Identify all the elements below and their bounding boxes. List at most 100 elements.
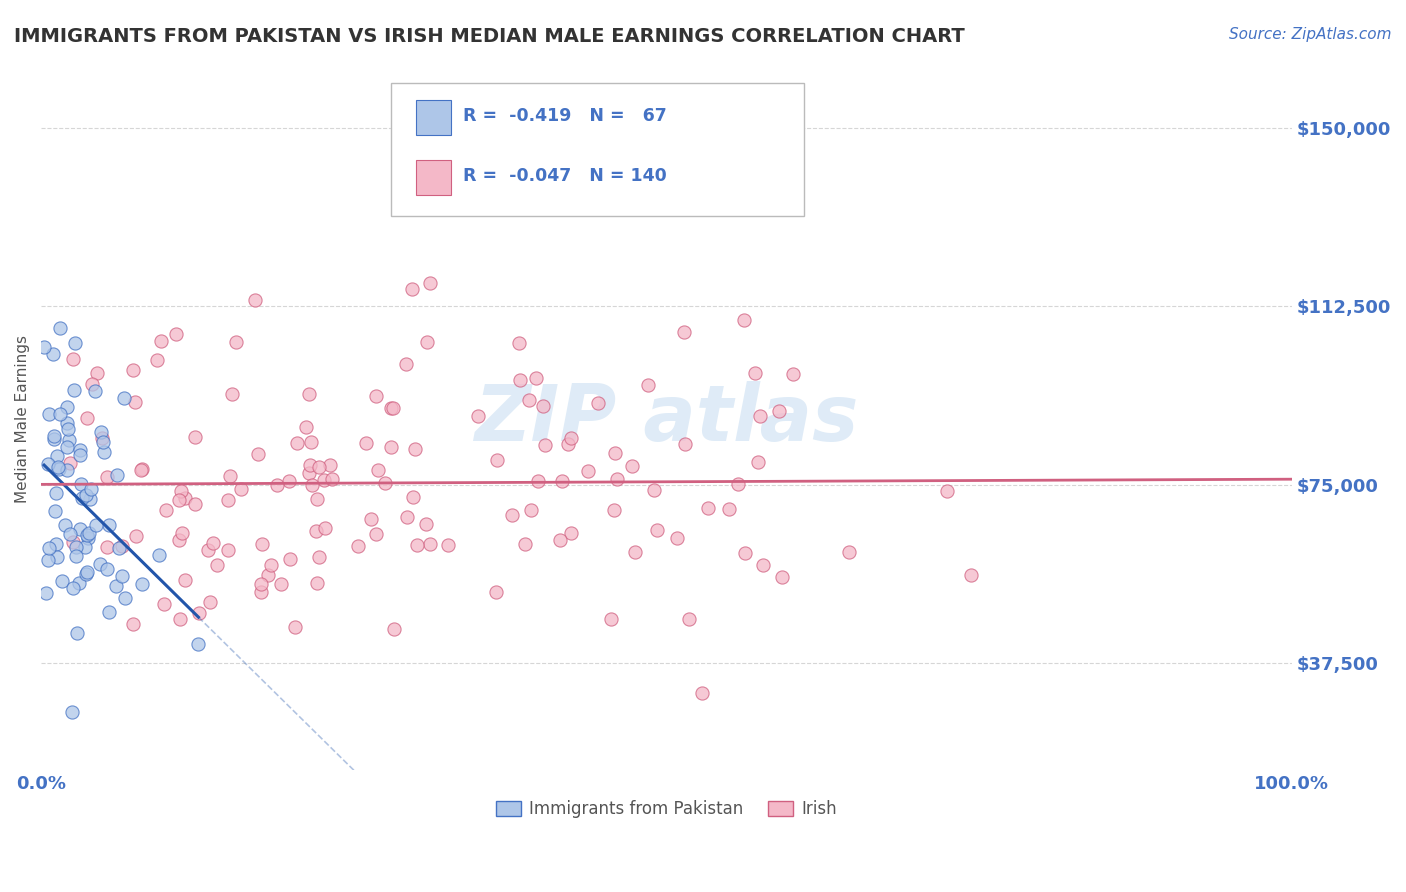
Immigrants from Pakistan	[34, 586, 56, 600]
Irish	[76, 411, 98, 425]
Immigrants from Pakistan	[56, 422, 79, 436]
Irish	[747, 455, 769, 469]
Irish	[717, 502, 740, 516]
Immigrants from Pakistan	[56, 417, 79, 431]
Irish	[62, 351, 84, 366]
Irish	[146, 352, 169, 367]
Irish	[243, 293, 266, 307]
Immigrants from Pakistan	[46, 460, 69, 475]
Irish	[395, 510, 418, 524]
Irish	[935, 483, 957, 498]
Irish	[153, 597, 176, 611]
Irish	[374, 475, 396, 490]
Irish	[314, 473, 336, 487]
Immigrants from Pakistan	[58, 433, 80, 447]
Immigrants from Pakistan	[80, 483, 103, 497]
Immigrants from Pakistan	[46, 449, 69, 463]
Irish	[576, 464, 599, 478]
Immigrants from Pakistan	[131, 576, 153, 591]
Irish	[508, 336, 530, 351]
Irish	[173, 574, 195, 588]
Irish	[402, 490, 425, 504]
Irish	[197, 542, 219, 557]
Irish	[298, 458, 321, 472]
Irish	[167, 533, 190, 547]
Irish	[606, 472, 628, 486]
Bar	[416, 160, 451, 194]
Irish	[301, 477, 323, 491]
Irish	[415, 516, 437, 531]
Bar	[416, 100, 451, 136]
Immigrants from Pakistan	[187, 637, 209, 651]
Irish	[277, 474, 299, 488]
Immigrants from Pakistan	[59, 526, 82, 541]
Irish	[96, 470, 118, 484]
Immigrants from Pakistan	[62, 705, 84, 719]
Immigrants from Pakistan	[75, 488, 97, 502]
Immigrants from Pakistan	[90, 425, 112, 440]
Immigrants from Pakistan	[38, 541, 60, 555]
Immigrants from Pakistan	[148, 548, 170, 562]
Irish	[270, 577, 292, 591]
Immigrants from Pakistan	[38, 408, 60, 422]
Irish	[218, 468, 240, 483]
Immigrants from Pakistan	[105, 579, 128, 593]
Text: R =  -0.047   N = 140: R = -0.047 N = 140	[463, 167, 666, 185]
FancyBboxPatch shape	[391, 83, 804, 216]
Irish	[129, 463, 152, 477]
Immigrants from Pakistan	[53, 518, 76, 533]
Immigrants from Pakistan	[75, 566, 97, 581]
Irish	[727, 477, 749, 491]
Irish	[249, 585, 271, 599]
Irish	[603, 503, 626, 517]
Immigrants from Pakistan	[77, 526, 100, 541]
Text: R =  -0.419   N =   67: R = -0.419 N = 67	[463, 107, 666, 125]
Irish	[548, 533, 571, 547]
Irish	[605, 445, 627, 459]
Irish	[770, 570, 793, 584]
Irish	[266, 478, 288, 492]
Irish	[419, 277, 441, 291]
Irish	[170, 526, 193, 541]
Immigrants from Pakistan	[56, 441, 79, 455]
Irish	[169, 493, 191, 508]
Immigrants from Pakistan	[69, 448, 91, 462]
Irish	[217, 492, 239, 507]
Irish	[295, 420, 318, 434]
Irish	[125, 529, 148, 543]
Immigrants from Pakistan	[42, 432, 65, 446]
Irish	[673, 437, 696, 451]
Irish	[280, 552, 302, 566]
Irish	[229, 482, 252, 496]
Irish	[91, 431, 114, 445]
Irish	[250, 536, 273, 550]
Irish	[82, 376, 104, 391]
Irish	[404, 442, 426, 457]
Immigrants from Pakistan	[75, 541, 97, 555]
Irish	[666, 531, 689, 545]
Irish	[380, 401, 402, 415]
Irish	[557, 437, 579, 451]
Immigrants from Pakistan	[49, 320, 72, 334]
Irish	[748, 409, 770, 424]
Immigrants from Pakistan	[105, 467, 128, 482]
Irish	[287, 436, 309, 450]
Irish	[733, 313, 755, 327]
Irish	[169, 612, 191, 626]
Irish	[696, 500, 718, 515]
Irish	[485, 453, 508, 467]
Irish	[768, 404, 790, 418]
Irish	[401, 282, 423, 296]
Irish	[560, 431, 582, 445]
Immigrants from Pakistan	[98, 605, 121, 619]
Irish	[382, 401, 405, 415]
Irish	[304, 524, 326, 538]
Irish	[96, 540, 118, 554]
Irish	[551, 474, 574, 488]
Irish	[637, 378, 659, 392]
Immigrants from Pakistan	[112, 391, 135, 405]
Irish	[284, 620, 307, 634]
Irish	[520, 502, 543, 516]
Irish	[485, 585, 508, 599]
Immigrants from Pakistan	[45, 537, 67, 551]
